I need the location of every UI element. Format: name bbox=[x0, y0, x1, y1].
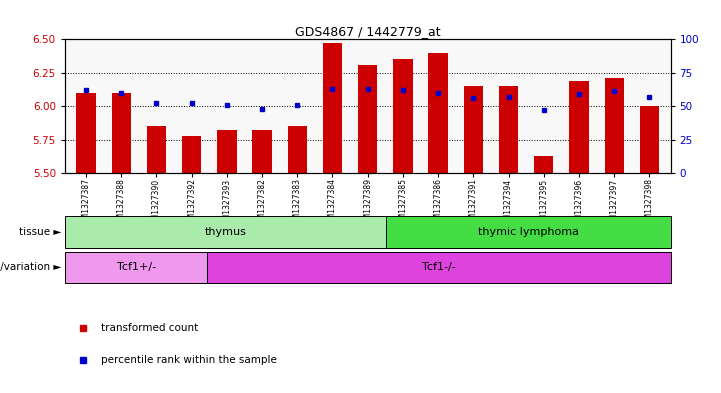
Bar bbox=[76, 93, 96, 173]
Title: GDS4867 / 1442779_at: GDS4867 / 1442779_at bbox=[295, 25, 441, 38]
Bar bbox=[499, 86, 518, 173]
Text: Tcf1-/-: Tcf1-/- bbox=[422, 262, 456, 272]
Bar bbox=[147, 126, 166, 173]
Text: percentile rank within the sample: percentile rank within the sample bbox=[101, 355, 277, 365]
Text: thymic lymphoma: thymic lymphoma bbox=[477, 227, 578, 237]
Bar bbox=[182, 136, 201, 173]
Text: Tcf1+/-: Tcf1+/- bbox=[117, 262, 156, 272]
Text: transformed count: transformed count bbox=[101, 323, 198, 333]
Bar bbox=[252, 130, 272, 173]
Bar bbox=[208, 252, 671, 283]
Bar bbox=[323, 43, 342, 173]
Bar bbox=[604, 78, 624, 173]
Text: thymus: thymus bbox=[204, 227, 246, 237]
Bar bbox=[358, 65, 377, 173]
Text: genotype/variation ►: genotype/variation ► bbox=[0, 262, 62, 272]
Bar bbox=[386, 216, 671, 248]
Bar bbox=[534, 156, 554, 173]
Bar bbox=[464, 86, 483, 173]
Bar bbox=[570, 81, 588, 173]
Bar bbox=[217, 130, 236, 173]
Text: tissue ►: tissue ► bbox=[19, 227, 62, 237]
Bar bbox=[288, 126, 307, 173]
Bar bbox=[640, 106, 659, 173]
Bar bbox=[428, 53, 448, 173]
Bar bbox=[65, 252, 208, 283]
Bar bbox=[393, 59, 412, 173]
Bar bbox=[112, 93, 131, 173]
Bar bbox=[65, 216, 386, 248]
